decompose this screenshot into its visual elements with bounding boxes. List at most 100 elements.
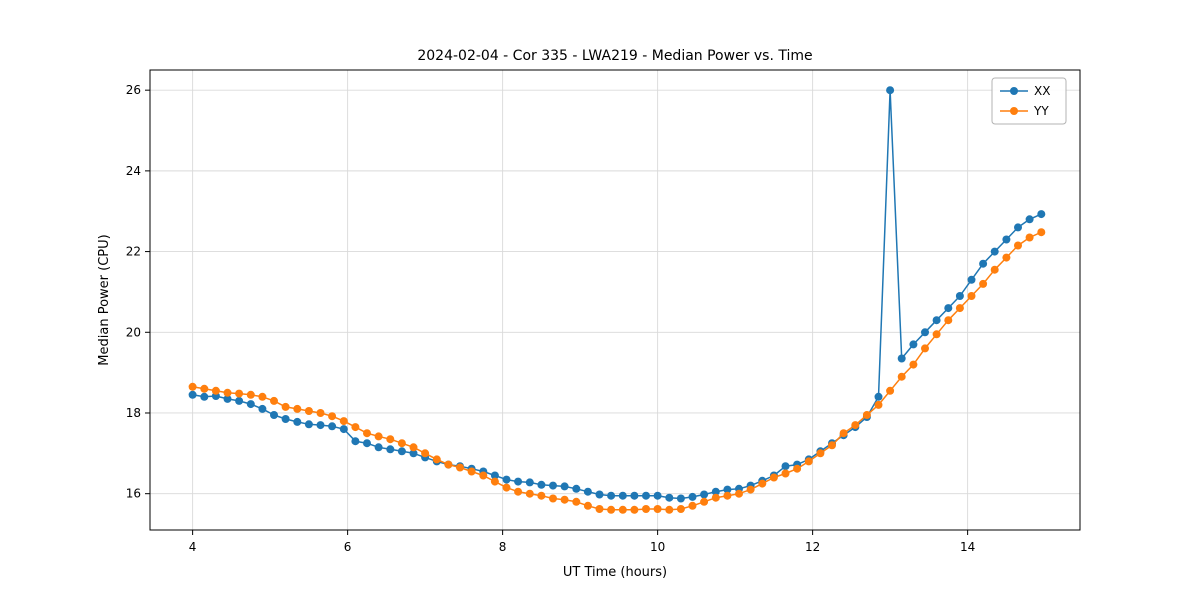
series-YY-marker	[514, 487, 523, 496]
series-YY-marker	[374, 432, 383, 441]
series-XX-marker	[397, 447, 406, 456]
series-XX-marker	[572, 484, 581, 493]
series-YY-marker	[525, 489, 534, 498]
series-YY-marker	[688, 501, 697, 510]
series-YY-marker	[316, 409, 325, 417]
series-XX-marker	[235, 396, 244, 405]
series-XX-marker	[1037, 210, 1046, 219]
series-YY-marker	[1037, 228, 1046, 237]
legend-marker-YY	[1010, 107, 1018, 115]
x-tick-label: 6	[344, 540, 352, 554]
series-YY-marker	[200, 384, 209, 393]
series-YY-marker	[339, 417, 348, 426]
series-YY-marker	[653, 505, 662, 513]
y-tick-label: 20	[126, 325, 141, 339]
series-XX-marker	[363, 439, 371, 448]
series-XX-marker	[1002, 235, 1011, 244]
series-XX-marker	[979, 259, 988, 268]
series-YY-marker	[363, 429, 371, 438]
series-YY-marker	[549, 494, 557, 503]
series-YY-marker	[246, 390, 255, 399]
series-YY-marker	[816, 449, 825, 458]
series-XX-marker	[339, 425, 348, 434]
series-YY-marker	[828, 441, 836, 450]
y-tick-label: 24	[126, 164, 141, 178]
series-XX-marker	[700, 490, 709, 499]
series-YY-marker	[490, 477, 499, 486]
series-XX-marker	[711, 487, 720, 496]
series-XX-marker	[874, 392, 883, 401]
series-XX-marker	[200, 392, 209, 401]
series-XX-marker	[955, 292, 964, 300]
series-XX-marker	[188, 390, 197, 399]
series-XX-marker	[909, 340, 918, 349]
series-XX-line	[192, 89, 1042, 500]
series-YY-marker	[932, 330, 941, 339]
series-YY-marker	[711, 493, 720, 502]
series-YY-marker	[967, 292, 976, 300]
series-YY-marker	[909, 360, 918, 369]
series-YY-marker	[188, 382, 197, 391]
series-YY-marker	[281, 402, 290, 411]
series-YY-marker	[642, 505, 650, 513]
series-XX-marker	[595, 490, 604, 499]
series-YY-marker	[758, 479, 767, 488]
series-YY-marker	[944, 316, 953, 325]
x-tick-label: 8	[499, 540, 507, 554]
series-XX-marker	[665, 493, 674, 502]
series-XX-marker	[502, 475, 511, 484]
series-XX-marker	[304, 420, 313, 429]
series-YY-marker	[1014, 241, 1022, 250]
series-YY-marker	[211, 386, 220, 395]
y-tick-label: 26	[126, 83, 141, 97]
series-YY-marker	[351, 423, 360, 432]
series-XX-marker	[1025, 215, 1034, 224]
series-XX-marker	[688, 492, 697, 501]
series-YY-marker	[793, 464, 802, 473]
series-YY-marker	[304, 407, 313, 415]
series-XX-marker	[583, 487, 592, 496]
series-XX-marker	[490, 471, 499, 480]
series-YY-marker	[851, 421, 860, 430]
series-XX-marker	[897, 354, 906, 363]
series-XX-marker	[886, 86, 895, 95]
series-XX-marker	[1014, 223, 1022, 232]
series-XX-marker	[386, 445, 395, 454]
y-tick-label: 18	[126, 406, 141, 420]
series-YY-marker	[676, 505, 685, 513]
series-YY-marker	[1025, 233, 1034, 242]
series-XX-marker	[351, 437, 360, 446]
series-XX-marker	[723, 485, 732, 494]
series-XX-marker	[537, 480, 546, 489]
series-YY-marker	[258, 392, 267, 401]
series-XX-marker	[281, 415, 290, 423]
series-YY-marker	[630, 505, 639, 514]
series-XX-marker	[921, 328, 929, 337]
series-YY-marker	[386, 435, 395, 444]
series-YY-marker	[456, 463, 464, 472]
series-YY-marker	[769, 473, 778, 482]
series-YY-marker	[897, 372, 906, 381]
series-XX-marker	[560, 482, 569, 491]
series-XX-marker	[967, 275, 976, 284]
y-axis-label: Median Power (CPU)	[97, 234, 112, 365]
x-tick-label: 10	[650, 540, 665, 554]
y-tick-label: 22	[126, 245, 141, 259]
legend-label-YY: YY	[1033, 104, 1049, 118]
series-YY-marker	[886, 386, 895, 395]
series-YY-marker	[990, 265, 999, 274]
series-XX-marker	[374, 443, 383, 452]
series-YY-marker	[235, 389, 244, 398]
x-tick-label: 14	[960, 540, 975, 554]
series-YY-marker	[537, 491, 546, 500]
series-YY-marker	[746, 485, 755, 494]
series-XX-marker	[642, 491, 650, 500]
series-YY-marker	[921, 344, 929, 353]
series-YY-marker	[328, 412, 337, 421]
series-YY-marker	[560, 495, 569, 504]
series-YY-marker	[979, 279, 988, 288]
chart-title: 2024-02-04 - Cor 335 - LWA219 - Median P…	[417, 48, 812, 64]
series-XX-marker	[990, 247, 999, 256]
